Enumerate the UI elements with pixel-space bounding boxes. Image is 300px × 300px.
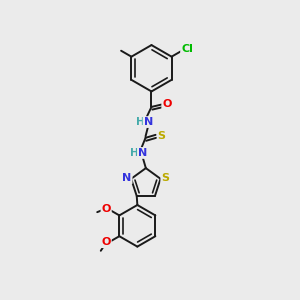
Text: Cl: Cl (181, 44, 193, 54)
Text: S: S (158, 131, 166, 141)
Text: N: N (138, 148, 147, 158)
Text: H: H (130, 148, 139, 158)
Text: N: N (144, 117, 153, 127)
Text: S: S (161, 173, 169, 183)
Text: O: O (101, 237, 111, 247)
Text: N: N (122, 173, 132, 183)
Text: H: H (136, 117, 145, 127)
Text: O: O (162, 99, 172, 109)
Text: O: O (101, 204, 111, 214)
